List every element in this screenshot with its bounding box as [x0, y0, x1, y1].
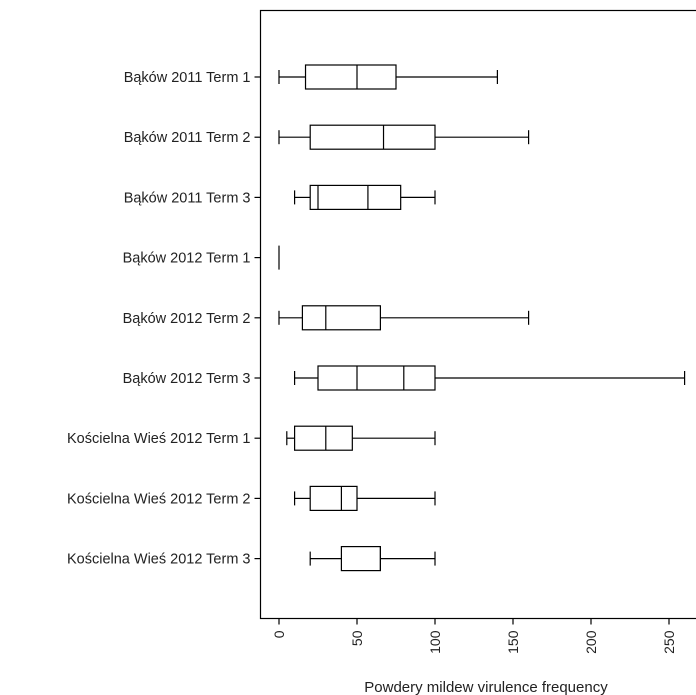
- box-row: [294, 184, 436, 210]
- box-row: [286, 425, 436, 451]
- iqr-box: [294, 425, 353, 451]
- category-label: Kościelna Wieś 2012 Term 2: [67, 491, 251, 507]
- category-label: Bąków 2012 Term 3: [123, 371, 251, 387]
- iqr-box: [309, 184, 402, 210]
- iqr-box: [309, 485, 358, 511]
- box-marks: [278, 64, 686, 572]
- x-tick-label: 200: [583, 630, 599, 654]
- iqr-box: [317, 365, 436, 391]
- x-tick-label: 150: [505, 630, 521, 654]
- x-tick-label: 50: [349, 630, 365, 646]
- category-label: Bąków 2011 Term 1: [124, 70, 251, 86]
- category-label: Bąków 2012 Term 2: [123, 311, 251, 327]
- box-row: [278, 64, 498, 90]
- box-row: [294, 365, 686, 391]
- x-tick-label: 100: [427, 630, 443, 654]
- category-label: Bąków 2012 Term 1: [123, 251, 251, 267]
- iqr-box: [309, 124, 436, 150]
- x-tick-label: 0: [271, 630, 287, 638]
- plot-frame: [259, 9, 696, 620]
- category-label: Kościelna Wieś 2012 Term 1: [67, 431, 251, 447]
- box-row: [278, 124, 530, 150]
- category-label: Bąków 2011 Term 2: [124, 130, 251, 146]
- category-label: Kościelna Wieś 2012 Term 3: [67, 552, 251, 568]
- x-tick-label: 250: [661, 630, 677, 654]
- category-label: Bąków 2011 Term 3: [124, 190, 251, 206]
- x-axis-ticks: 0 50 100 150 200 250: [271, 618, 677, 654]
- iqr-box: [304, 64, 397, 90]
- iqr-box: [301, 305, 381, 331]
- x-axis-title: Powdery mildew virulence frequency: [364, 679, 608, 695]
- box-row: [278, 305, 530, 331]
- box-row: [294, 485, 436, 511]
- category-labels: Bąków 2011 Term 1 Bąków 2011 Term 2 Bąków …: [67, 70, 261, 568]
- iqr-box: [340, 545, 381, 572]
- box-row: [309, 545, 436, 572]
